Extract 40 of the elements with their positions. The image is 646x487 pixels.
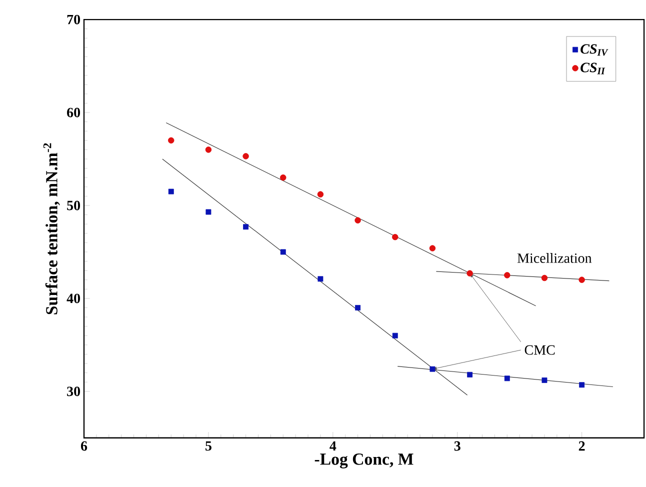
point bbox=[541, 274, 548, 282]
y-tick-label: 60 bbox=[67, 108, 80, 118]
y-axis-title: Surface tention, mN.m$^{-2}$ bbox=[43, 143, 60, 314]
point bbox=[317, 191, 324, 198]
point bbox=[392, 234, 398, 240]
point bbox=[466, 270, 473, 277]
point bbox=[504, 376, 510, 382]
point bbox=[206, 209, 212, 215]
point bbox=[578, 276, 585, 284]
legend-label: CS$_{IV}$ bbox=[580, 44, 608, 56]
point bbox=[168, 188, 174, 194]
y-tick-label: 40 bbox=[66, 294, 80, 304]
x-tick-label: 5 bbox=[206, 441, 212, 451]
point bbox=[467, 372, 473, 378]
point bbox=[318, 276, 324, 282]
annotation: CMC bbox=[524, 345, 555, 355]
point bbox=[242, 153, 249, 160]
point bbox=[355, 305, 361, 311]
point bbox=[280, 249, 286, 255]
x-tick-label: 3 bbox=[454, 441, 460, 451]
x-tick-label: 2 bbox=[578, 441, 585, 451]
y-tick-label: 70 bbox=[67, 14, 80, 24]
x-tick-label: 6 bbox=[80, 441, 88, 451]
x-axis-title: -Log Conc, M bbox=[314, 454, 414, 468]
point bbox=[429, 245, 436, 252]
point bbox=[430, 366, 436, 372]
legend-label: CS$_{II}$ bbox=[580, 62, 606, 74]
point bbox=[354, 217, 361, 224]
point bbox=[205, 146, 212, 153]
point bbox=[280, 174, 286, 181]
point bbox=[168, 137, 174, 144]
point bbox=[579, 382, 585, 388]
point bbox=[504, 272, 510, 278]
annotation: Micellization bbox=[517, 253, 592, 264]
point bbox=[243, 224, 249, 230]
point bbox=[542, 378, 548, 384]
y-tick-label: 50 bbox=[67, 200, 80, 210]
y-tick-label: 30 bbox=[67, 386, 80, 396]
x-tick-label: 4 bbox=[330, 441, 336, 451]
point bbox=[392, 333, 398, 338]
